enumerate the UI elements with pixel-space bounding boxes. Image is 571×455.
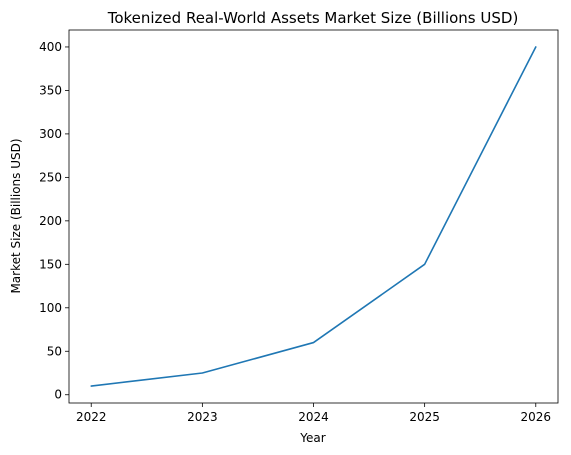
chart-title: Tokenized Real-World Assets Market Size … xyxy=(107,9,519,27)
x-axis-label: Year xyxy=(299,431,325,445)
x-tick-label: 2025 xyxy=(409,410,440,424)
y-axis-label: Market Size (Billions USD) xyxy=(9,138,23,293)
x-axis-ticks: 2022 2023 2024 2025 2026 xyxy=(76,403,551,424)
plot-area: 2022 2023 2024 2025 2026 0 50 100 150 200 250 300 3… xyxy=(39,29,559,424)
y-tick-label: 300 xyxy=(39,127,62,141)
y-tick-label: 100 xyxy=(39,301,62,315)
y-tick-label: 350 xyxy=(39,83,62,97)
y-tick-label: 150 xyxy=(39,257,62,271)
y-tick-label: 50 xyxy=(47,344,62,358)
y-tick-label: 0 xyxy=(54,388,62,402)
y-axis-ticks: 0 50 100 150 200 250 300 350 400 xyxy=(39,40,69,402)
series-lines xyxy=(90,46,537,387)
series-line-0 xyxy=(90,46,537,387)
x-tick-label: 2024 xyxy=(298,410,329,424)
y-tick-label: 400 xyxy=(39,40,62,54)
x-tick-label: 2022 xyxy=(76,410,107,424)
y-tick-label: 250 xyxy=(39,170,62,184)
x-tick-label: 2026 xyxy=(520,410,551,424)
x-tick-label: 2023 xyxy=(187,410,218,424)
y-tick-label: 200 xyxy=(39,214,62,228)
plot-frame xyxy=(68,29,559,404)
